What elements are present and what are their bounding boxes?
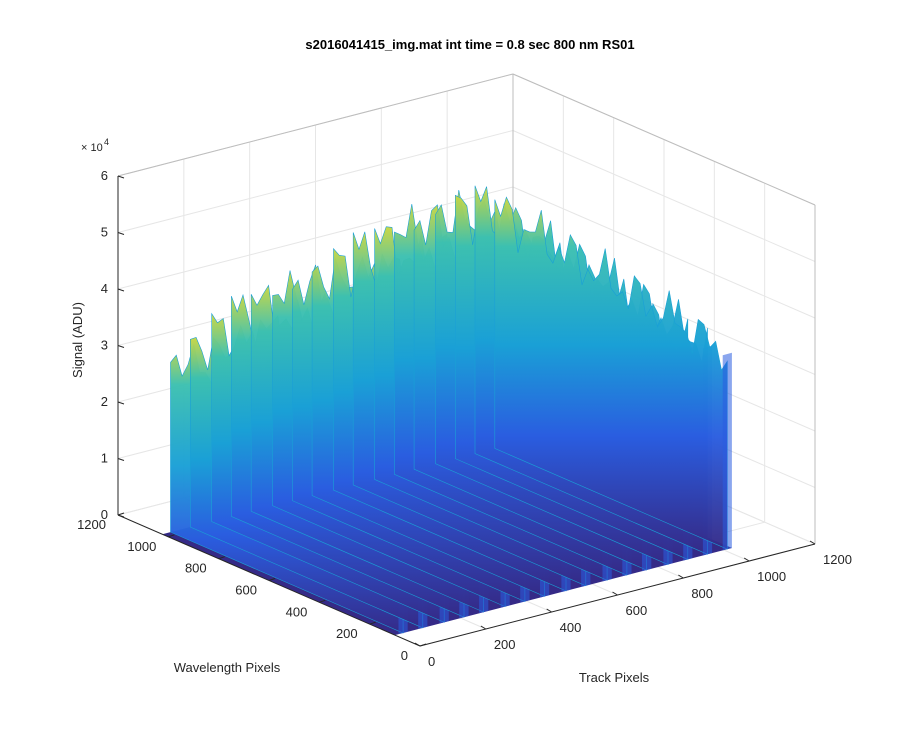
x-tick — [678, 574, 684, 579]
x-tick — [414, 642, 421, 647]
back-wall-grid-horizontal — [117, 186, 514, 290]
y-tick-label: 200 — [336, 626, 358, 641]
y-tick-label: 1200 — [77, 517, 106, 532]
z-axis-label: Signal (ADU) — [70, 302, 85, 378]
z-exponent-base: × 10 — [81, 142, 103, 154]
z-exponent-label: × 10 4 — [81, 137, 109, 154]
x-tick-label: 400 — [560, 620, 582, 635]
y-tick-label: 0 — [401, 648, 408, 663]
tick-labels: 0123456020040060080010001200020040060080… — [77, 168, 852, 669]
x-tick-label: 600 — [626, 603, 648, 618]
surface-mesh — [162, 185, 732, 636]
z-tick — [117, 288, 125, 292]
y-tick — [168, 534, 175, 538]
z-tick — [117, 458, 125, 461]
z-tick-label: 0 — [101, 507, 108, 522]
y-tick-label: 800 — [185, 561, 207, 576]
x-tick-label: 800 — [691, 586, 713, 601]
y-tick-label: 1000 — [127, 539, 156, 554]
ridge-wall — [494, 196, 728, 550]
y-tick — [369, 621, 376, 625]
chart-title: s2016041415_img.mat int time = 0.8 sec 8… — [305, 37, 634, 52]
z-tick — [117, 345, 125, 348]
back-wall-grid-horizontal — [117, 130, 514, 233]
y-tick-label: 400 — [286, 604, 308, 619]
x-tick — [612, 591, 618, 596]
x-tick-label: 0 — [428, 654, 435, 669]
x-tick — [546, 608, 552, 613]
y-axis-label: Wavelength Pixels — [174, 660, 281, 675]
y-tick — [117, 512, 125, 516]
z-tick — [117, 232, 125, 235]
z-tick-label: 6 — [101, 168, 108, 183]
z-tick — [117, 401, 125, 405]
x-axis-label: Track Pixels — [579, 670, 650, 685]
x-tick — [743, 557, 750, 562]
z-tick — [117, 175, 125, 179]
x-tick-label: 200 — [494, 637, 516, 652]
x-tick — [809, 540, 816, 545]
ridge-front-face — [722, 352, 732, 551]
side-wall-grid-horizontal — [512, 130, 816, 262]
z-tick-label: 2 — [101, 394, 108, 409]
side-wall-grid-horizontal — [512, 186, 816, 319]
x-tick — [480, 625, 487, 630]
x-tick-label: 1200 — [823, 552, 852, 567]
y-tick — [268, 578, 276, 581]
y-tick-label: 600 — [235, 583, 257, 598]
z-tick-label: 3 — [101, 338, 108, 353]
y-tick — [319, 599, 326, 603]
z-tick-label: 4 — [101, 281, 108, 296]
x-tick-label: 1000 — [757, 569, 786, 584]
z-exponent-power: 4 — [104, 137, 109, 147]
axes-box-edge — [512, 73, 816, 206]
axes-box-edge — [117, 73, 514, 177]
z-tick-label: 1 — [101, 451, 108, 466]
z-tick-label: 5 — [101, 225, 108, 240]
y-tick — [218, 556, 225, 560]
